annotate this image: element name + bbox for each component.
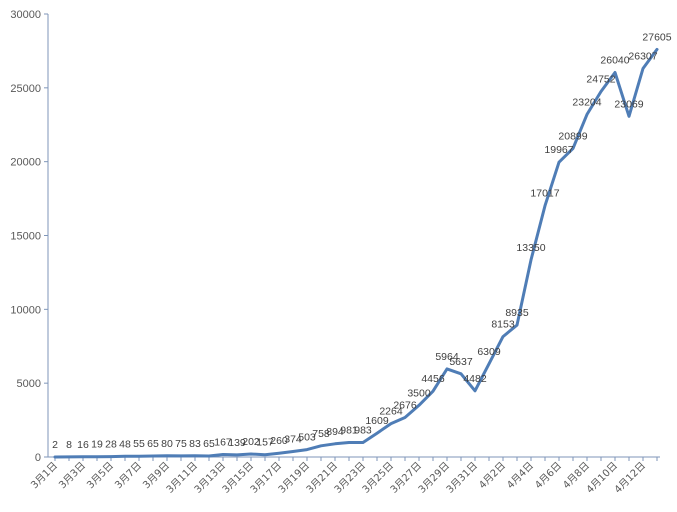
- data-label: 83: [189, 438, 201, 450]
- y-tick-label: 0: [35, 452, 41, 464]
- x-tick-label: 3月3日: [56, 460, 88, 492]
- data-label: 4482: [463, 373, 487, 385]
- series-line: [53, 47, 659, 459]
- y-tick-label: 25000: [10, 83, 41, 95]
- y-axis: 0 5000 10000 15000 20000 25000 30000: [10, 9, 49, 464]
- data-label: 24752: [586, 73, 615, 85]
- data-label: 8153: [491, 319, 515, 331]
- data-label: 981: [340, 425, 358, 437]
- x-tick-label: 4月2日: [476, 460, 508, 492]
- x-tick-label: 4月4日: [504, 460, 536, 492]
- data-label: 260: [270, 435, 288, 447]
- data-label: 3500: [407, 387, 431, 399]
- data-label: 374: [284, 433, 302, 445]
- x-tick-label: 4月6日: [532, 460, 564, 492]
- data-label: 28: [105, 439, 117, 451]
- x-tick-label: 3月5日: [84, 460, 116, 492]
- data-label: 75: [175, 438, 187, 450]
- data-label: 202: [242, 436, 260, 448]
- data-label: 5637: [449, 356, 473, 368]
- data-label: 19967: [544, 144, 573, 156]
- x-tick-label: 4月12日: [612, 460, 648, 496]
- data-label: 17017: [530, 188, 559, 200]
- data-label: 1609: [365, 415, 389, 427]
- y-tick-label: 20000: [10, 157, 41, 169]
- data-labels: 2 8 16 19 28 48 55 65 80 75 83 65 167139202157260374…: [52, 31, 672, 451]
- data-label: 65: [147, 438, 159, 450]
- data-label: 6309: [477, 346, 501, 358]
- x-axis: 3月1日3月3日3月5日3月7日3月9日3月11日3月13日3月15日3月17日…: [28, 456, 660, 496]
- data-label: 167: [214, 437, 232, 449]
- data-label: 55: [133, 438, 145, 450]
- data-label: 983: [354, 424, 372, 436]
- data-label: 26040: [600, 54, 629, 66]
- y-tick-label: 5000: [17, 378, 41, 390]
- x-tick-label: 3月31日: [444, 460, 480, 496]
- data-label: 19: [91, 439, 103, 451]
- data-label: 23204: [572, 96, 601, 108]
- data-label: 13350: [516, 242, 545, 254]
- data-label: 2: [52, 439, 58, 451]
- y-tick-label: 10000: [10, 304, 41, 316]
- data-label: 16: [77, 439, 89, 451]
- data-label: 23069: [614, 98, 643, 110]
- y-tick-label: 30000: [10, 9, 41, 21]
- data-label: 2264: [379, 406, 403, 418]
- data-label: 758: [312, 428, 330, 440]
- x-tick-label: 3月7日: [112, 460, 144, 492]
- data-label: 2676: [393, 399, 417, 411]
- data-label: 65: [203, 438, 215, 450]
- data-label: 20899: [558, 130, 587, 142]
- y-tick-label: 15000: [10, 231, 41, 243]
- data-label: 4456: [421, 373, 445, 385]
- data-label: 8: [66, 439, 72, 451]
- series-layer: [53, 47, 659, 459]
- data-label: 27605: [642, 31, 671, 43]
- data-label: 139: [228, 437, 246, 449]
- data-label: 80: [161, 438, 173, 450]
- data-label: 503: [298, 432, 316, 444]
- x-tick-label: 3月1日: [28, 460, 60, 492]
- data-label: 48: [119, 438, 131, 450]
- data-label: 894: [326, 426, 344, 438]
- data-label: 8935: [505, 307, 529, 319]
- data-label: 157: [256, 437, 274, 449]
- data-label: 26307: [628, 51, 657, 63]
- data-label: 5964: [435, 351, 459, 363]
